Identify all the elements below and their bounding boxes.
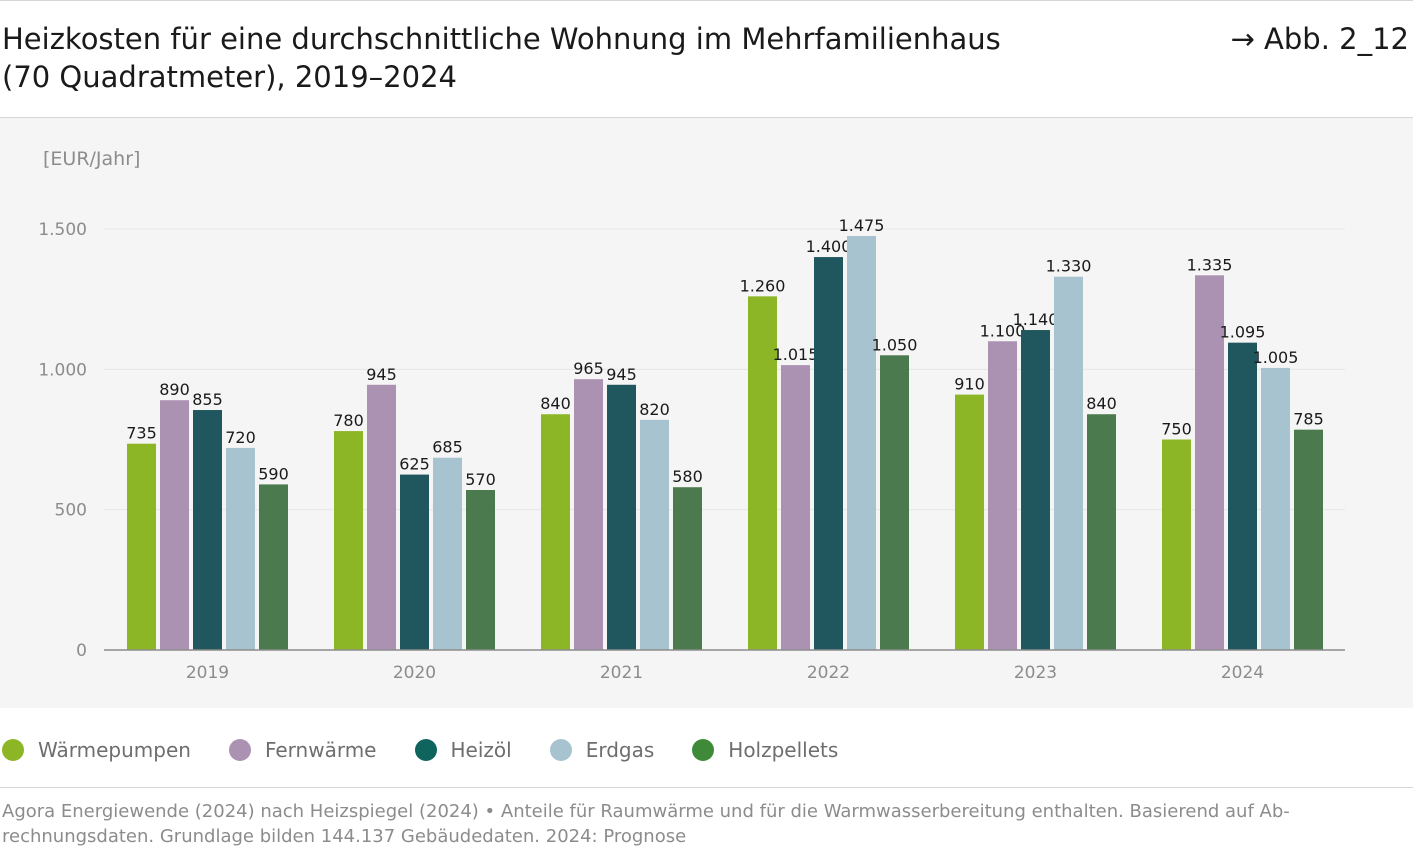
bar (640, 419, 669, 650)
legend-label-erdgas: Erdgas (585, 738, 655, 762)
y-tick-label: 1.000 (38, 360, 87, 380)
legend-dot-erdgas (549, 739, 572, 761)
bar (1294, 429, 1323, 650)
bar-value-label: 1.400 (806, 237, 852, 256)
bar-value-label: 1.095 (1220, 323, 1266, 342)
bar (400, 474, 429, 650)
y-tick-label: 500 (55, 501, 87, 521)
legend-label-waermepumpen: Wärmepumpen (38, 738, 191, 762)
y-tick-label: 0 (76, 641, 87, 661)
footer-divider (0, 787, 1413, 788)
bar-value-label: 965 (573, 359, 604, 378)
source-note-line1: Agora Energiewende (2024) nach Heizspieg… (2, 801, 1290, 822)
bar-value-label: 1.260 (740, 276, 786, 295)
bar-value-label: 840 (540, 394, 571, 413)
legend-item-fernwaerme: Fernwärme (228, 738, 377, 762)
bar-value-label: 590 (258, 464, 289, 483)
bar-value-label: 1.140 (1013, 310, 1059, 329)
bar-value-label: 945 (606, 365, 637, 384)
title-divider (0, 117, 1413, 118)
bar (1054, 276, 1083, 650)
legend-dot-fernwaerme (228, 739, 251, 761)
bar-value-label: 890 (159, 380, 190, 399)
bar (955, 394, 984, 650)
legend-dot-heizoel (414, 739, 437, 761)
chart-title-line2: (70 Quadratmeter), 2019–2024 (2, 60, 457, 94)
bar (1261, 367, 1290, 650)
chart-title-line1: Heizkosten für eine durchschnittliche Wo… (2, 22, 1001, 56)
x-tick-label: 2021 (600, 663, 643, 683)
bar-value-label: 570 (465, 470, 496, 489)
bar (1228, 342, 1257, 650)
legend-label-heizoel: Heizöl (450, 738, 512, 762)
y-tick-label: 1.500 (38, 220, 87, 240)
bar (193, 410, 222, 650)
bar-value-label: 1.050 (872, 335, 918, 354)
legend-item-waermepumpen: Wärmepumpen (2, 738, 191, 762)
bar-value-label: 580 (672, 467, 703, 486)
bar (574, 379, 603, 650)
bar-value-label: 945 (366, 365, 397, 384)
bar-value-label: 1.005 (1253, 348, 1299, 367)
bar (1087, 414, 1116, 650)
bar-value-label: 855 (192, 390, 223, 409)
bar (880, 355, 909, 650)
legend-dot-waermepumpen (2, 739, 24, 761)
source-note: Agora Energiewende (2024) nach Heizspieg… (2, 799, 1402, 849)
bar-value-label: 685 (432, 438, 463, 457)
chart-title: Heizkosten für eine durchschnittliche Wo… (2, 20, 1152, 96)
bar (1021, 330, 1050, 650)
bar (259, 484, 288, 650)
bar (607, 384, 636, 650)
legend-label-fernwaerme: Fernwärme (264, 738, 377, 762)
bar-value-label: 735 (126, 424, 157, 443)
legend-item-holzpellets: Holzpellets (692, 738, 838, 762)
legend-item-erdgas: Erdgas (549, 738, 655, 762)
bar (226, 447, 255, 650)
legend: Wärmepumpen Fernwärme Heizöl Erdgas Holz… (0, 735, 876, 765)
x-tick-label: 2020 (393, 663, 436, 683)
x-tick-label: 2023 (1014, 663, 1057, 683)
bar-value-label: 1.015 (773, 345, 819, 364)
bar-value-label: 910 (954, 375, 985, 394)
x-tick-label: 2019 (186, 663, 229, 683)
bar (466, 490, 495, 650)
bar (541, 414, 570, 650)
bar (673, 487, 702, 650)
bar (334, 431, 363, 650)
legend-item-heizoel: Heizöl (414, 738, 512, 762)
bar-value-label: 820 (639, 400, 670, 419)
bar (988, 341, 1017, 650)
bar-value-label: 780 (333, 411, 364, 430)
bar (1195, 275, 1224, 650)
bar-value-label: 785 (1293, 410, 1324, 429)
x-tick-label: 2024 (1221, 663, 1264, 683)
bar-value-label: 840 (1086, 394, 1117, 413)
bar (127, 443, 156, 650)
y-axis-unit-label: [EUR/Jahr] (43, 148, 141, 170)
bar-value-label: 1.330 (1046, 257, 1092, 276)
bar (748, 296, 777, 650)
bar (367, 384, 396, 650)
bar (1162, 439, 1191, 650)
figure-reference-link[interactable]: → Abb. 2_12 (1230, 22, 1409, 56)
x-tick-label: 2022 (807, 663, 850, 683)
bar-value-label: 625 (399, 455, 430, 474)
bar-value-label: 1.335 (1187, 255, 1233, 274)
bar-value-label: 720 (225, 428, 256, 447)
legend-dot-holzpellets (692, 739, 715, 761)
bar (781, 365, 810, 650)
bar-value-label: 1.475 (839, 216, 885, 235)
bar (433, 457, 462, 650)
bar-value-label: 1.100 (980, 321, 1026, 340)
legend-label-holzpellets: Holzpellets (728, 738, 839, 762)
source-note-line2: rechnungsdaten. Grundlage bilden 144.137… (2, 826, 687, 847)
bar (160, 400, 189, 650)
bar-value-label: 750 (1161, 420, 1192, 439)
top-divider (0, 0, 1413, 1)
bar (814, 257, 843, 650)
bar (847, 236, 876, 650)
